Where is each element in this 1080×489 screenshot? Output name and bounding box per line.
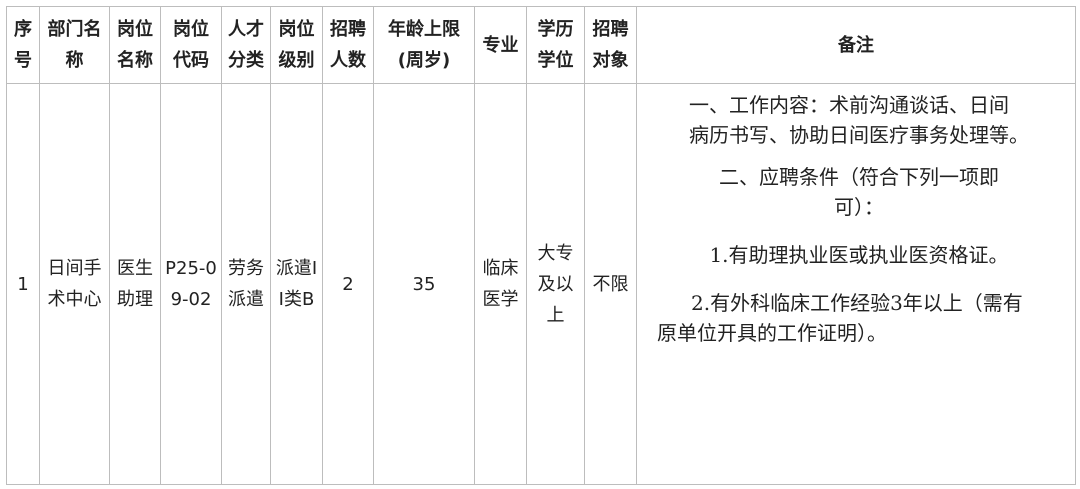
header-text: 学位 [537, 50, 574, 71]
header-text: 号 [14, 50, 32, 71]
cell-age-limit: 35 [373, 83, 475, 485]
header-text: 岗位 [278, 19, 315, 40]
cell-text: 35 [412, 273, 436, 295]
cell-position-name: 医生 助理 [109, 83, 161, 485]
cell-text: 不限 [592, 273, 629, 295]
cell-text: 派遣 [228, 289, 264, 310]
header-text: 岗位 [117, 19, 153, 40]
header-text: 序 [14, 19, 32, 40]
header-text: 招聘 [330, 19, 366, 40]
column-header: 序号 [6, 6, 40, 84]
header-text: 部门名 [47, 19, 102, 40]
cell-text: 医生 [117, 258, 153, 279]
cell-text: 医学 [482, 289, 519, 310]
remark-job-content: 一、工作内容：术前沟通谈话、日间 病历书写、协助日间医疗事务处理等。 [657, 84, 1061, 150]
cell-major: 临床 医学 [474, 83, 527, 485]
header-text: 专业 [482, 34, 519, 56]
remark-requirement-1: 1.有助理执业医或执业医资格证。 [657, 240, 1061, 270]
cell-education: 大专 及以上 [526, 83, 585, 485]
column-header: 备注 [636, 6, 1076, 84]
header-text: 人才 [228, 19, 264, 40]
cell-text: 9-02 [170, 289, 212, 310]
cell-text: P25-0 [165, 258, 217, 279]
cell-target: 不限 [584, 83, 637, 485]
cell-text: 派遣I [275, 258, 318, 279]
header-text: 分类 [228, 50, 264, 71]
header-text: 级别 [278, 50, 315, 71]
cell-department: 日间手 术中心 [39, 83, 110, 485]
remark-requirements-heading: 二、应聘条件（符合下列一项即 可）： [657, 162, 1061, 222]
cell-text: 原单位开具的工作证明）。 [657, 321, 887, 345]
cell-text: 病历书写、协助日间医疗事务处理等。 [689, 123, 1029, 147]
cell-text: 一、工作内容：术前沟通谈话、日间 [689, 93, 1009, 117]
column-header: 岗位 代码 [160, 6, 222, 84]
cell-talent-category: 劳务 派遣 [221, 83, 271, 485]
cell-text: 可）： [834, 195, 884, 219]
cell-text: 2.有外科临床工作经验3年以上（需有 [691, 291, 1023, 315]
header-text: 岗位 [173, 19, 209, 40]
cell-text: 术中心 [47, 289, 102, 310]
cell-position-code: P25-0 9-02 [160, 83, 222, 485]
cell-text: 助理 [117, 289, 153, 310]
cell-text: 二、应聘条件（符合下列一项即 [719, 165, 999, 189]
cell-text: 临床 [482, 258, 519, 279]
column-header: 部门名称 [39, 6, 110, 84]
header-text: 年龄上限 [388, 19, 460, 40]
remark-requirement-2: 2.有外科临床工作经验3年以上（需有原单位开具的工作证明）。 [657, 288, 1061, 348]
header-text: 称 [65, 50, 84, 71]
column-header: 招聘 对象 [584, 6, 637, 84]
header-text: 学历 [537, 19, 574, 40]
cell-headcount: 2 [322, 83, 374, 485]
header-text: 招聘 [592, 19, 629, 40]
cell-text: 日间手 [47, 258, 102, 279]
cell-text: 上 [546, 304, 565, 326]
cell-text: I类B [278, 289, 315, 310]
header-text: 对象 [592, 50, 629, 71]
column-header: 学历 学位 [526, 6, 585, 84]
cell-text: 1.有助理执业医或执业医资格证。 [709, 243, 1009, 267]
cell-text: 大专 [537, 242, 574, 264]
header-row: 序号部门名称岗位 名称 岗位 代码 人才 分类 岗位 级别 招聘 人数 年龄上限 (周岁) 专业 学历 学位… [6, 6, 1076, 84]
header-text: (周岁) [397, 50, 451, 71]
header-text: 代码 [173, 50, 209, 71]
cell-text: 1 [17, 273, 29, 295]
cell-text: 及以 [537, 273, 574, 295]
column-header: 专业 [474, 6, 527, 84]
cell-text: 劳务 [228, 258, 264, 279]
column-header: 人才 分类 [221, 6, 271, 84]
table-row: 1 日间手术中心 医生助理 P25-0 9-02 劳务派遣 派遣I I类B 2 35… [6, 83, 1076, 485]
column-header: 岗位 名称 [109, 6, 161, 84]
recruitment-table: 序号部门名称岗位 名称 岗位 代码 人才 分类 岗位 级别 招聘 人数 年龄上限 (周岁) 专业 学历 学位… [6, 6, 1076, 485]
header-text: 备注 [838, 34, 874, 56]
header-text: 人数 [330, 50, 366, 71]
cell-text: 2 [342, 273, 354, 295]
column-header: 岗位 级别 [270, 6, 323, 84]
cell-remarks: 一、工作内容：术前沟通谈话、日间 病历书写、协助日间医疗事务处理等。 二、应聘条件… [636, 83, 1076, 485]
cell-position-level: 派遣I I类B [270, 83, 323, 485]
column-header: 招聘 人数 [322, 6, 374, 84]
header-text: 名称 [117, 50, 153, 71]
column-header: 年龄上限 (周岁) [373, 6, 475, 84]
cell-index: 1 [6, 83, 40, 485]
